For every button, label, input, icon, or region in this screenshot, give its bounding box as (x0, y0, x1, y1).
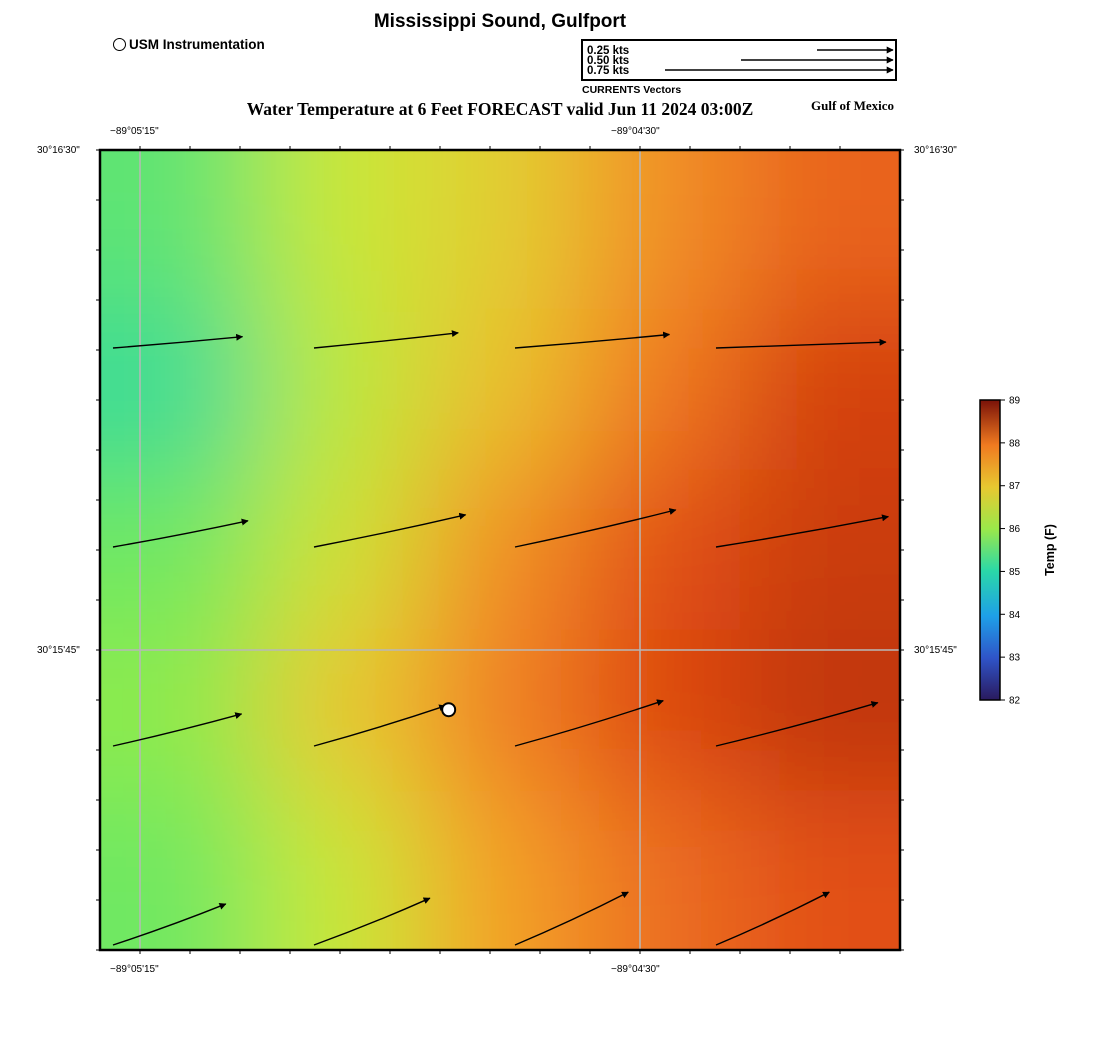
current-vector-arrow (313, 330, 459, 349)
lon-tick-bottom-east: −89°04'30" (611, 964, 660, 975)
current-vector-key: 0.25 kts 0.50 kts 0.75 kts (581, 39, 897, 81)
vector-key-label-3: 0.75 kts (587, 65, 630, 77)
lat-tick-right-north: 30°16'30" (914, 145, 957, 156)
site-title: Mississippi Sound, Gulfport (373, 11, 627, 32)
station-layer (441, 702, 457, 718)
lat-tick-left-north: 30°16'30" (37, 145, 80, 156)
vector-key-caption: CURRENTS Vectors (582, 84, 682, 96)
lat-tick-right-south: 30°15'45" (914, 645, 957, 656)
temperature-cell (580, 310, 741, 471)
colorbar-tick-label: 86 (1009, 524, 1021, 535)
temperature-cell (100, 150, 261, 311)
temperature-cell (580, 630, 741, 791)
temperature-cell (260, 790, 421, 950)
map-title: Water Temperature at 6 Feet FORECAST val… (246, 99, 754, 119)
vector-key-label-2: 0.50 kts (587, 55, 630, 67)
colorbar-gradient (979, 399, 1001, 701)
current-vector-arrow (514, 331, 671, 349)
temperature-cell (260, 310, 421, 471)
colorbar-tick-label: 83 (1009, 653, 1021, 664)
region-label: Gulf of Mexico (811, 98, 895, 113)
graticule (100, 150, 900, 950)
colorbar-tick-label: 84 (1009, 610, 1021, 621)
vector-key-arrows (665, 46, 894, 74)
vector-key-label-1: 0.25 kts (587, 45, 630, 57)
temperature-cell (420, 310, 581, 471)
lon-tick-top-east: −89°04'30" (611, 126, 660, 137)
temperature-cell (420, 470, 581, 631)
temperature-cell (740, 790, 900, 950)
temperature-cell (100, 470, 261, 631)
colorbar-tick-label: 87 (1009, 481, 1021, 492)
current-vector-arrow (112, 333, 244, 349)
temperature-cell (420, 150, 581, 311)
temperature-cell (740, 630, 900, 791)
usm-station-marker[interactable] (441, 702, 457, 718)
lon-tick-bottom-west: −89°05'15" (110, 964, 159, 975)
station-marker-icon (113, 38, 126, 51)
station-legend-label: USM Instrumentation (129, 37, 265, 52)
current-vector-arrow (313, 704, 447, 747)
current-vector-arrow (112, 903, 227, 946)
temperature-cell (740, 310, 900, 471)
temperature-cell (100, 310, 261, 471)
current-vector-arrow (112, 518, 249, 548)
current-vector-arrow (514, 891, 629, 946)
colorbar: 89 88 87 86 85 84 83 82 (979, 396, 1021, 707)
current-vector-arrow (715, 891, 830, 946)
current-vector-arrow (313, 897, 431, 946)
temperature-cell (100, 630, 261, 791)
current-vector-arrow (715, 701, 879, 747)
colorbar-tick-label: 82 (1009, 696, 1021, 707)
temperature-cell (740, 150, 900, 311)
temperature-cell (580, 790, 741, 950)
temperature-cell (100, 790, 261, 950)
frame-ticks (96, 146, 904, 954)
colorbar-label: Temp (F) (1043, 524, 1057, 576)
current-vector-arrow (715, 338, 887, 349)
current-vector-arrow (112, 712, 243, 747)
station-legend: USM Instrumentation (113, 37, 265, 52)
colorbar-tick-label: 88 (1009, 438, 1021, 449)
current-vectors (112, 330, 890, 946)
colorbar-ticks: 89 88 87 86 85 84 83 82 (1000, 396, 1021, 707)
temperature-cell (740, 470, 900, 631)
current-vector-arrow (514, 699, 664, 747)
temperature-cell (420, 790, 581, 950)
temperature-field (100, 150, 900, 950)
temperature-cell (260, 470, 421, 631)
colorbar-tick-label: 85 (1009, 567, 1021, 578)
current-vector-arrow (313, 512, 467, 548)
current-vector-arrow (514, 508, 677, 548)
colorbar-tick-label: 89 (1009, 396, 1021, 407)
lat-tick-left-south: 30°15'45" (37, 645, 80, 656)
temperature-cell (580, 470, 741, 631)
current-vector-arrow (715, 514, 890, 548)
lon-tick-top-west: −89°05'15" (110, 126, 159, 137)
temperature-cell (260, 630, 421, 791)
temperature-cell (260, 150, 421, 311)
temperature-cell (580, 150, 741, 311)
